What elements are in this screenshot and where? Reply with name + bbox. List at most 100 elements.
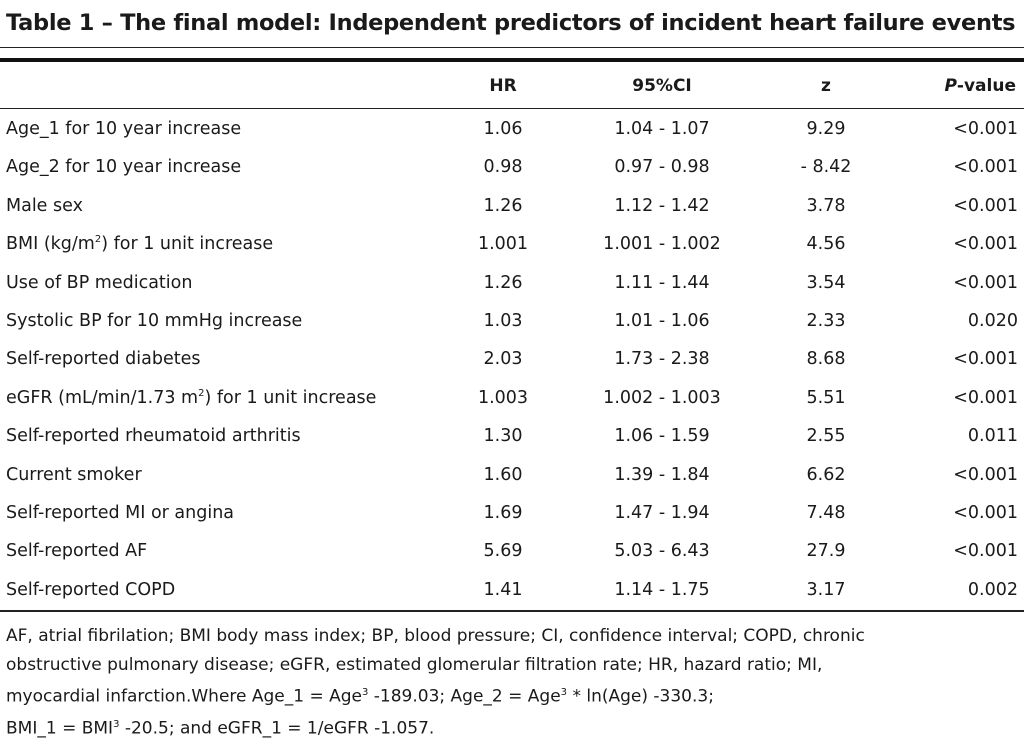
cell-ci: 1.001 - 1.002 <box>603 234 721 255</box>
footnote-text: * ln(Age) -330.3; <box>567 686 714 707</box>
superscript: 2 <box>94 234 102 246</box>
cell-p-value: 0.020 <box>967 310 1018 331</box>
cell-z: 27.9 <box>806 541 846 562</box>
cell-z: 3.54 <box>806 272 846 293</box>
cell-ci: 1.11 - 1.44 <box>614 272 710 293</box>
cell-p-value: <0.001 <box>953 234 1018 255</box>
footnote-line: myocardial infarction.Where Age_1 = Age3… <box>6 679 1018 711</box>
cell-ci: 1.12 - 1.42 <box>614 195 710 216</box>
row-label: Age_2 for 10 year increase <box>6 157 242 178</box>
table-footnote: AF, atrial fibrilation; BMI body mass in… <box>6 622 1018 743</box>
footnote-text: -20.5; and eGFR_1 = 1/eGFR -1.057. <box>119 718 435 739</box>
cell-ci: 1.01 - 1.06 <box>614 310 710 331</box>
cell-ci: 5.03 - 6.43 <box>614 541 710 562</box>
cell-ci: 1.14 - 1.75 <box>614 579 710 600</box>
footnote-line: obstructive pulmonary disease; eGFR, est… <box>6 651 1018 680</box>
cell-hr: 5.69 <box>483 541 523 562</box>
cell-hr: 1.60 <box>483 464 523 485</box>
cell-hr: 1.30 <box>483 426 523 447</box>
row-label: Systolic BP for 10 mmHg increase <box>6 310 303 331</box>
row-label-text: BMI (kg/m <box>6 234 95 255</box>
superscript: 2 <box>198 387 205 399</box>
column-header-z: z <box>821 76 831 96</box>
table-title: Table 1 – The final model: Independent p… <box>6 10 1016 36</box>
table-row: Self-reported AF 5.69 5.03 - 6.43 27.9 <0.00… <box>0 534 1024 572</box>
cell-p-value: <0.001 <box>953 119 1018 139</box>
cell-p-value: 0.002 <box>967 579 1018 600</box>
row-label: Male sex <box>6 195 83 216</box>
footnote-text: myocardial infarction.Where Age_1 = Age <box>6 686 363 707</box>
cell-ci: 1.47 - 1.94 <box>614 502 710 523</box>
cell-hr: 0.98 <box>483 157 523 178</box>
cell-ci: 1.002 - 1.003 <box>603 387 721 408</box>
cell-ci: 1.04 - 1.07 <box>614 119 710 139</box>
row-label: BMI (kg/m2) for 1 unit increase <box>6 234 273 254</box>
cell-p-value: <0.001 <box>953 157 1018 178</box>
cell-hr: 1.03 <box>483 310 523 331</box>
table-bottom-rule <box>0 610 1024 612</box>
cell-z: 2.55 <box>806 426 846 447</box>
cell-ci: 1.73 - 2.38 <box>614 349 710 370</box>
footnote-text: AF, atrial fibrilation; BMI body mass in… <box>6 626 865 646</box>
table-row: Age_2 for 10 year increase 0.98 0.97 - 0.9… <box>0 150 1024 188</box>
row-label: Current smoker <box>6 464 142 485</box>
superscript: 3 <box>560 687 568 698</box>
cell-z: 3.78 <box>806 195 846 216</box>
row-label: Self-reported rheumatoid arthritis <box>6 426 301 447</box>
cell-z: 2.33 <box>806 310 846 331</box>
footnote-text: obstructive pulmonary disease; eGFR, est… <box>6 654 823 675</box>
cell-ci: 1.06 - 1.59 <box>614 426 710 447</box>
row-label-text: ) for 1 unit increase <box>101 234 274 255</box>
table-row: Current smoker 1.60 1.39 - 1.84 6.62 <0.001 <box>0 458 1024 496</box>
cell-hr: 1.69 <box>483 502 523 523</box>
row-label-text: eGFR (mL/min/1.73 m <box>6 387 199 408</box>
row-label: Use of BP medication <box>6 272 193 293</box>
cell-p-value: <0.001 <box>953 272 1018 293</box>
superscript: 3 <box>362 687 369 698</box>
column-header-ci: 95%CI <box>632 76 692 96</box>
table-row: Self-reported COPD 1.41 1.14 - 1.75 3.17 0.0… <box>0 573 1024 611</box>
footnote-line: BMI_1 = BMI3 -20.5; and eGFR_1 = 1/eGFR … <box>6 711 1018 743</box>
header-divider <box>0 108 1024 109</box>
table-row: Self-reported diabetes 2.03 1.73 - 2.38 8.6… <box>0 342 1024 380</box>
cell-p-value: <0.001 <box>953 387 1018 408</box>
cell-z: 6.62 <box>806 464 846 485</box>
cell-p-value: 0.011 <box>967 426 1018 447</box>
row-label: Self-reported COPD <box>6 579 176 600</box>
cell-hr: 1.26 <box>483 272 523 293</box>
table-row: Age_1 for 10 year increase 1.06 1.04 - 1.0… <box>0 112 1024 150</box>
title-divider <box>0 47 1024 48</box>
cell-p-value: <0.001 <box>953 464 1018 485</box>
row-label: Self-reported MI or angina <box>6 502 235 523</box>
row-label: Age_1 for 10 year increase <box>6 119 242 139</box>
row-label: Self-reported AF <box>6 541 148 562</box>
row-label: eGFR (mL/min/1.73 m2) for 1 unit increas… <box>6 388 376 408</box>
p-italic-label: P <box>944 76 957 96</box>
row-label-text: ) for 1 unit increase <box>204 387 377 408</box>
cell-z: - 8.42 <box>800 157 852 178</box>
cell-ci: 0.97 - 0.98 <box>614 157 710 178</box>
footnote-line: AF, atrial fibrilation; BMI body mass in… <box>6 622 1018 651</box>
row-label: Self-reported diabetes <box>6 349 201 370</box>
table-row: Male sex 1.26 1.12 - 1.42 3.78 <0.001 <box>0 189 1024 227</box>
table-row: Self-reported MI or angina 1.69 1.47 - 1.9… <box>0 496 1024 534</box>
cell-hr: 1.41 <box>483 579 523 600</box>
cell-z: 3.17 <box>806 579 846 600</box>
table-row: eGFR (mL/min/1.73 m2) for 1 unit increas… <box>0 381 1024 419</box>
cell-hr: 1.06 <box>483 119 523 139</box>
cell-z: 8.68 <box>806 349 846 370</box>
cell-ci: 1.39 - 1.84 <box>614 464 710 485</box>
column-header-hr: HR <box>489 76 517 96</box>
cell-p-value: <0.001 <box>953 541 1018 562</box>
table-row: Use of BP medication 1.26 1.11 - 1.44 3.54 <… <box>0 266 1024 304</box>
table-row: Self-reported rheumatoid arthritis 1.30 1.… <box>0 419 1024 457</box>
cell-p-value: <0.001 <box>953 195 1018 216</box>
cell-hr: 1.003 <box>477 387 529 408</box>
footnote-text: BMI_1 = BMI <box>6 718 114 739</box>
cell-p-value: <0.001 <box>953 349 1018 370</box>
footnote-text: -189.03; Age_2 = Age <box>368 686 561 707</box>
cell-hr: 2.03 <box>483 349 523 370</box>
table-row: BMI (kg/m2) for 1 unit increase 1.001 1.00… <box>0 227 1024 265</box>
column-header-p-value: P-value <box>944 76 1016 96</box>
superscript: 3 <box>113 719 120 731</box>
